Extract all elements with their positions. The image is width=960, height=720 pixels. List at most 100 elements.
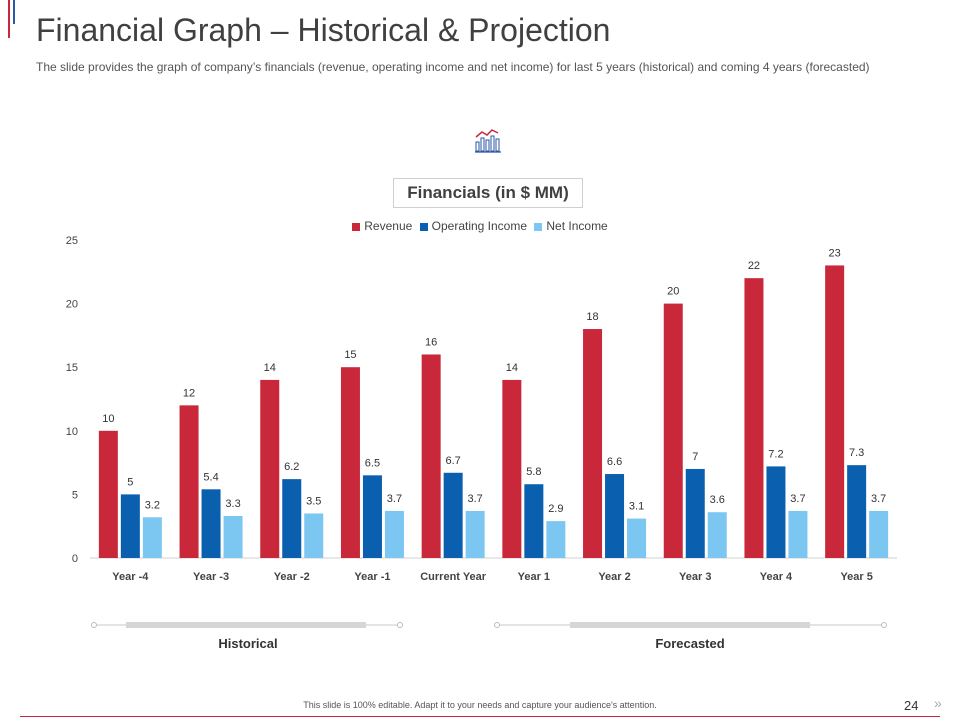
data-label: 3.1	[629, 501, 644, 513]
bar-operating-income	[362, 475, 382, 558]
legend-item-operating-income: Operating Income	[419, 219, 528, 233]
data-label: 3.7	[871, 493, 886, 505]
data-label: 3.7	[468, 493, 483, 505]
next-slide-icon[interactable]: »	[934, 695, 942, 711]
accent-bar-red	[8, 0, 10, 38]
chart-title: Financials (in $ MM)	[393, 178, 583, 208]
footer-divider	[20, 716, 940, 717]
y-tick-label: 15	[66, 362, 78, 374]
data-label: 6.6	[607, 456, 622, 468]
accent-bar-blue	[13, 0, 15, 24]
bar-operating-income	[201, 489, 221, 558]
bar-net-income	[304, 513, 324, 558]
bar-net-income	[465, 510, 485, 558]
forecasted-divider-hatch	[570, 622, 810, 628]
x-tick-label: Year 4	[760, 571, 793, 583]
bar-revenue	[663, 303, 683, 558]
page-subtitle: The slide provides the graph of company’…	[36, 60, 870, 74]
x-tick-label: Year -3	[193, 571, 229, 583]
historical-divider-right-dot	[397, 622, 403, 628]
bar-net-income	[627, 518, 647, 558]
legend-swatch-net-income	[534, 222, 543, 231]
data-label: 22	[748, 260, 760, 272]
x-tick-label: Year -2	[274, 571, 310, 583]
bar-revenue	[744, 278, 764, 558]
legend-label-revenue: Revenue	[364, 219, 413, 233]
data-label: 7	[692, 451, 698, 463]
data-label: 16	[425, 336, 437, 348]
y-tick-label: 25	[66, 235, 78, 247]
historical-divider-hatch	[126, 622, 366, 628]
forecasted-label: Forecasted	[655, 636, 725, 651]
historical-divider-left-dot	[91, 622, 97, 628]
bar-revenue	[179, 405, 199, 558]
data-label: 14	[264, 362, 276, 374]
data-label: 2.9	[548, 503, 563, 515]
bar-revenue	[421, 354, 441, 558]
forecasted-divider-right-dot	[881, 622, 887, 628]
data-label: 3.7	[387, 493, 402, 505]
page-title: Financial Graph – Historical & Projectio…	[36, 12, 611, 48]
x-tick-label: Year -4	[112, 571, 149, 583]
data-label: 23	[829, 247, 841, 259]
x-tick-label: Current Year	[420, 571, 487, 583]
data-label: 15	[344, 349, 356, 361]
x-tick-label: Year 5	[840, 571, 872, 583]
data-label: 7.2	[768, 448, 783, 460]
data-label: 3.3	[225, 498, 240, 510]
data-label: 3.2	[145, 499, 160, 511]
data-label: 14	[506, 362, 518, 374]
bar-operating-income	[605, 474, 625, 558]
bar-operating-income	[766, 466, 786, 558]
legend-swatch-operating-income	[419, 222, 428, 231]
data-label: 5	[127, 476, 133, 488]
page-number: 24	[904, 698, 919, 713]
data-label: 6.7	[446, 455, 461, 467]
y-tick-label: 0	[72, 553, 78, 565]
legend-item-revenue: Revenue	[352, 219, 412, 233]
x-tick-label: Year 3	[679, 571, 711, 583]
data-label: 18	[586, 311, 598, 323]
legend-swatch-revenue	[352, 222, 361, 231]
data-label: 6.2	[284, 461, 299, 473]
bar-net-income	[707, 512, 727, 558]
forecasted-divider-left-dot	[494, 622, 500, 628]
bar-net-income	[142, 517, 162, 558]
bar-revenue	[340, 367, 360, 558]
data-label: 6.5	[365, 457, 380, 469]
data-label: 5.8	[526, 466, 541, 478]
y-tick-label: 10	[66, 426, 78, 438]
bar-operating-income	[685, 468, 705, 558]
x-tick-label: Year 2	[598, 571, 630, 583]
bar-operating-income	[847, 465, 867, 558]
bar-revenue	[583, 329, 603, 558]
x-tick-label: Year 1	[518, 571, 550, 583]
data-label: 12	[183, 387, 195, 399]
bar-net-income	[869, 510, 889, 558]
bar-net-income	[384, 510, 404, 558]
bar-operating-income	[282, 479, 302, 558]
data-label: 3.7	[790, 493, 805, 505]
bar-revenue	[825, 265, 845, 558]
legend-label-operating-income: Operating Income	[431, 219, 528, 233]
bar-operating-income	[120, 494, 140, 558]
bar-net-income	[223, 516, 243, 558]
historical-label: Historical	[218, 636, 278, 651]
bar-net-income	[788, 510, 808, 558]
bar-operating-income	[443, 472, 463, 558]
footer-note: This slide is 100% editable. Adapt it to…	[303, 700, 657, 710]
data-label: 7.3	[849, 447, 864, 459]
bar-revenue	[502, 379, 522, 558]
bar-chart-icon	[475, 129, 501, 153]
y-tick-label: 20	[66, 299, 78, 311]
data-label: 10	[102, 413, 114, 425]
bar-revenue	[98, 430, 118, 558]
bar-revenue	[260, 379, 280, 558]
y-tick-label: 5	[72, 489, 78, 501]
data-label: 3.6	[710, 494, 725, 506]
data-label: 5.4	[203, 471, 218, 483]
x-tick-label: Year -1	[354, 571, 390, 583]
chart-legend: Revenue Operating Income Net Income	[0, 219, 960, 233]
bar-operating-income	[524, 484, 544, 558]
